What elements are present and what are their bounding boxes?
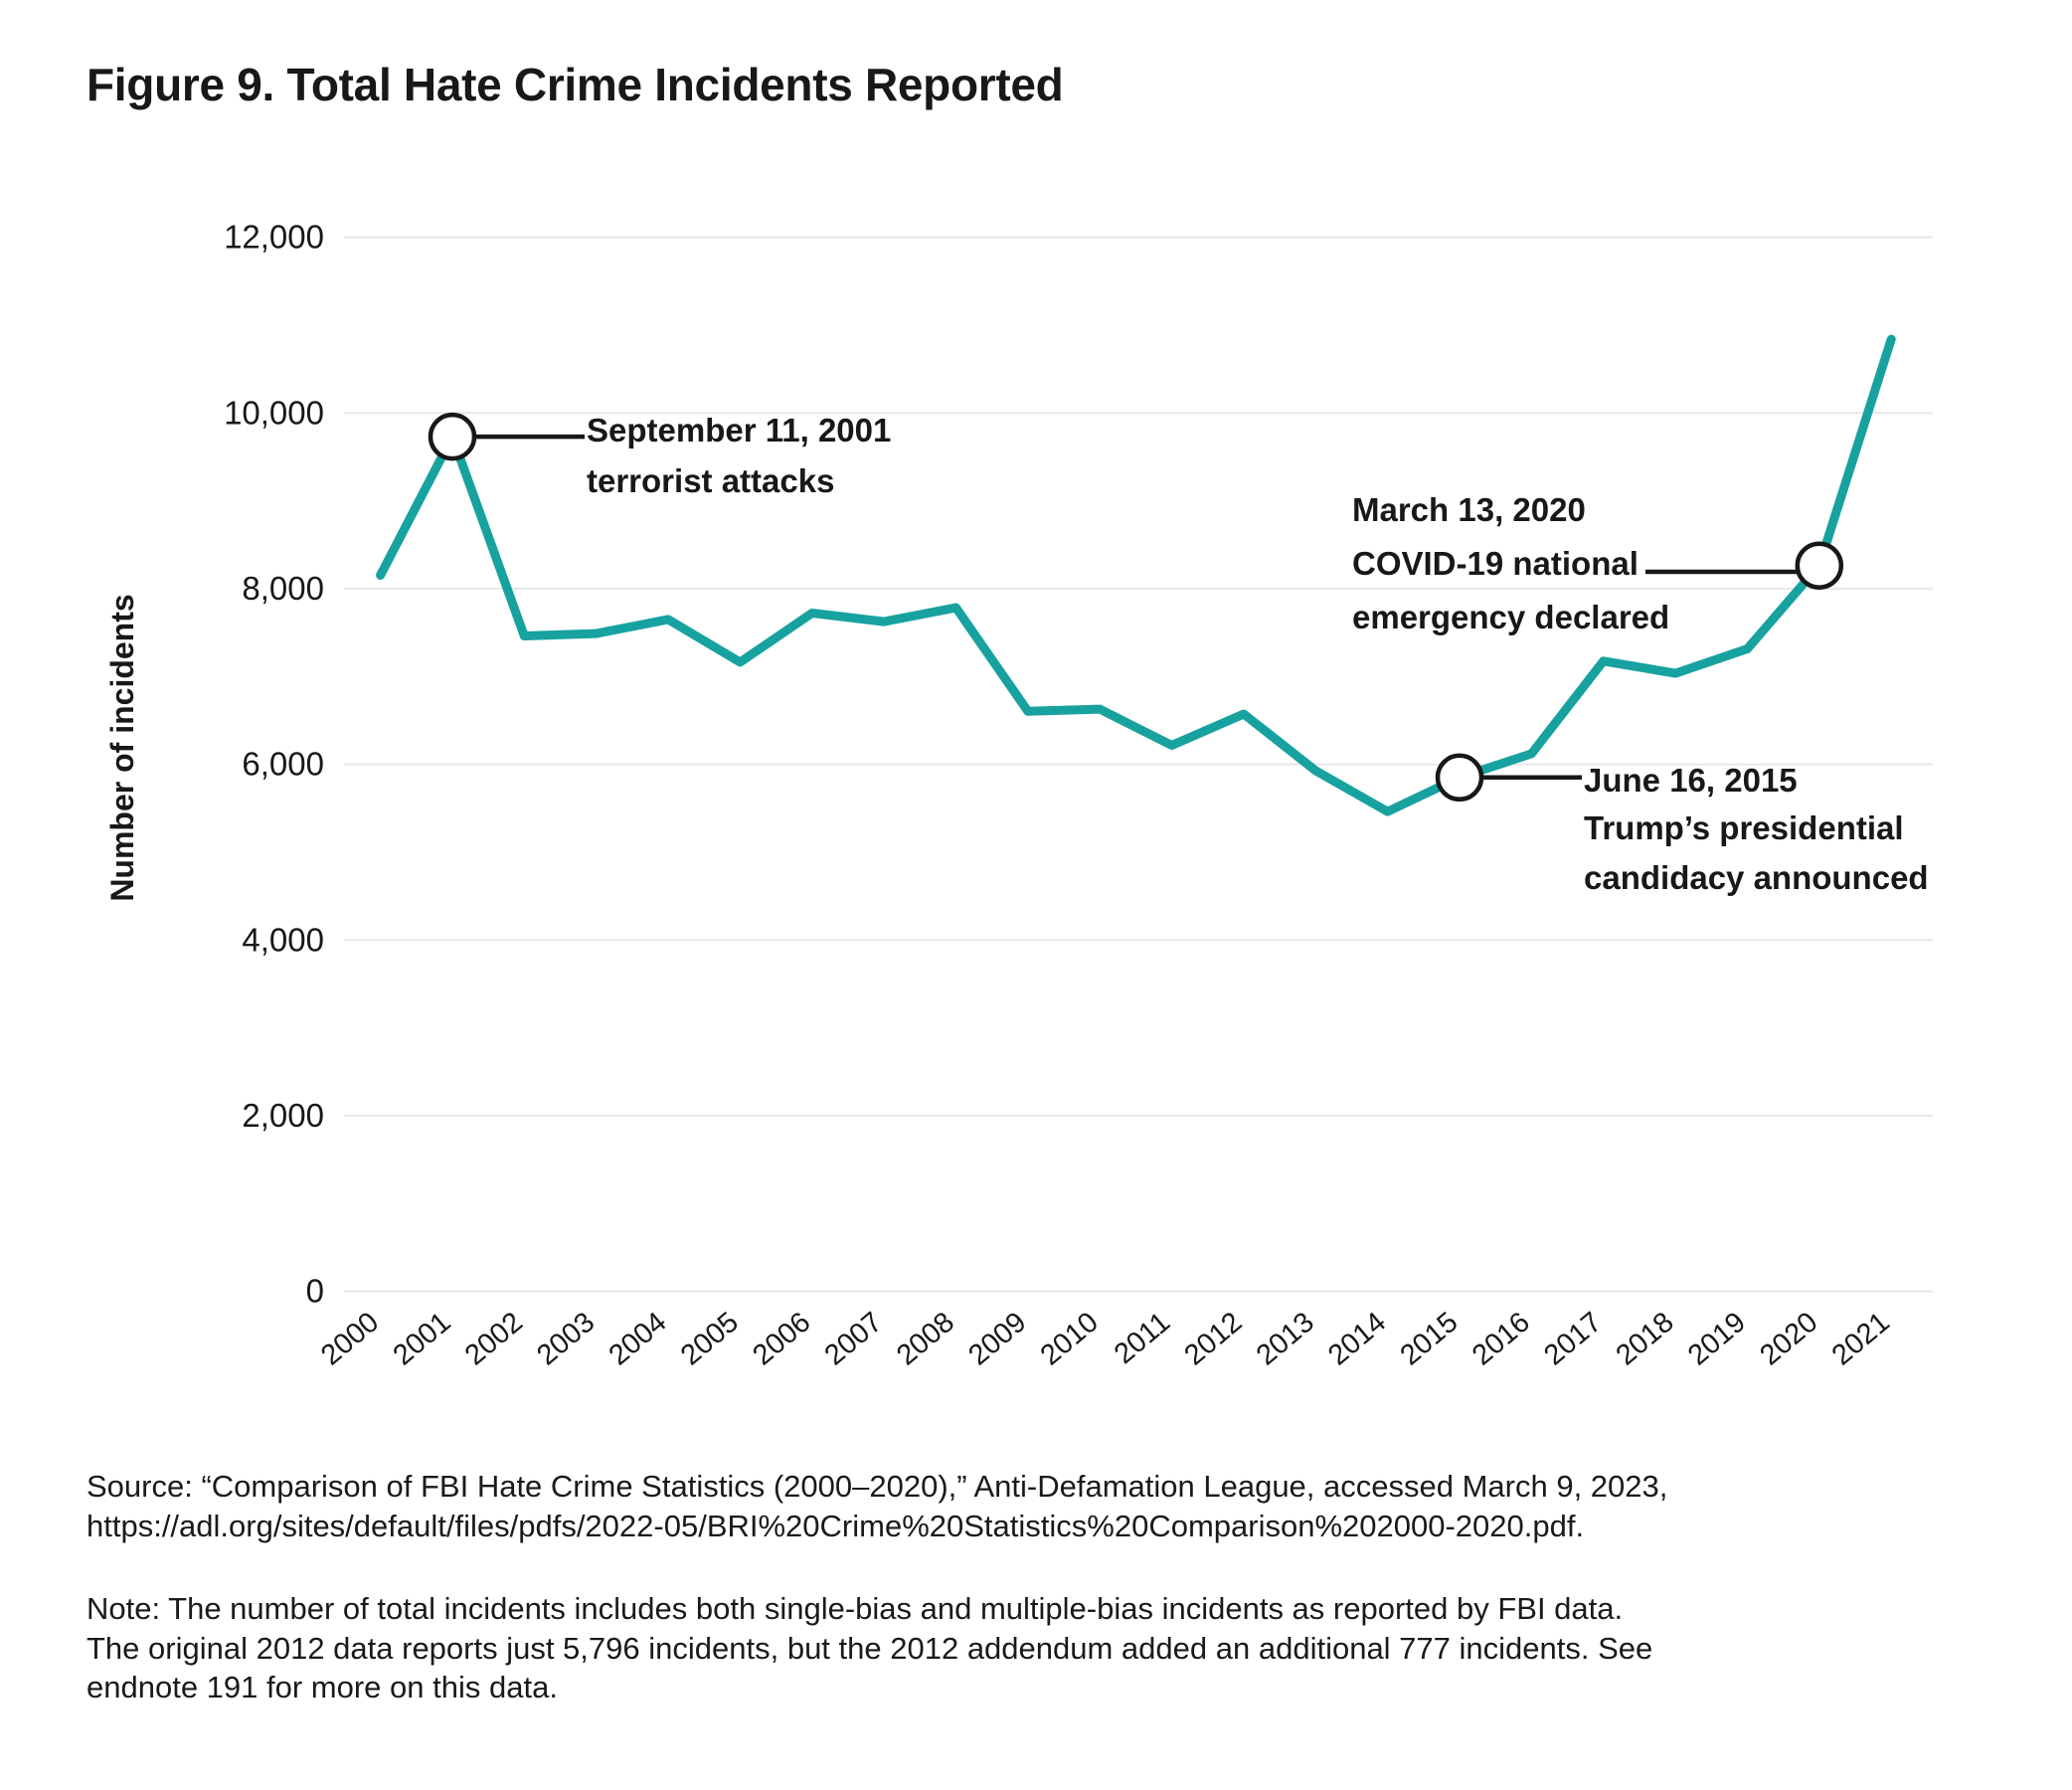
svg-text:Number of incidents: Number of incidents — [104, 594, 140, 901]
svg-text:12,000: 12,000 — [224, 219, 324, 256]
svg-text:2011: 2011 — [1109, 1306, 1176, 1370]
svg-text:2021: 2021 — [1826, 1306, 1896, 1371]
svg-text:2001: 2001 — [388, 1306, 457, 1371]
svg-text:0: 0 — [306, 1273, 324, 1310]
svg-text:2016: 2016 — [1467, 1306, 1536, 1371]
svg-text:2004: 2004 — [604, 1306, 673, 1371]
svg-text:2002: 2002 — [459, 1306, 529, 1371]
svg-text:COVID-19 national: COVID-19 national — [1352, 545, 1639, 582]
svg-text:2010: 2010 — [1035, 1306, 1105, 1371]
svg-text:emergency declared: emergency declared — [1352, 599, 1669, 635]
svg-text:2015: 2015 — [1395, 1306, 1465, 1371]
svg-text:June 16, 2015: June 16, 2015 — [1584, 762, 1798, 799]
svg-text:8,000: 8,000 — [242, 570, 324, 607]
svg-text:candidacy announced: candidacy announced — [1584, 859, 1929, 896]
svg-text:2003: 2003 — [531, 1306, 601, 1371]
svg-text:6,000: 6,000 — [242, 746, 324, 783]
svg-text:2018: 2018 — [1611, 1306, 1680, 1371]
svg-text:Trump’s presidential: Trump’s presidential — [1584, 809, 1904, 846]
svg-text:4,000: 4,000 — [242, 921, 324, 958]
svg-text:2009: 2009 — [962, 1306, 1032, 1371]
svg-text:2017: 2017 — [1538, 1306, 1608, 1371]
svg-text:March 13, 2020: March 13, 2020 — [1352, 491, 1586, 528]
svg-text:terrorist attacks: terrorist attacks — [587, 462, 834, 499]
svg-text:2,000: 2,000 — [242, 1097, 324, 1134]
svg-text:2007: 2007 — [819, 1306, 889, 1371]
svg-text:2014: 2014 — [1322, 1306, 1392, 1371]
svg-text:2020: 2020 — [1754, 1306, 1823, 1371]
svg-text:2008: 2008 — [891, 1306, 960, 1371]
svg-text:2000: 2000 — [315, 1306, 385, 1371]
svg-text:2013: 2013 — [1251, 1306, 1320, 1371]
svg-text:2012: 2012 — [1178, 1306, 1248, 1371]
svg-text:September 11, 2001: September 11, 2001 — [587, 412, 891, 448]
svg-text:2005: 2005 — [675, 1306, 745, 1371]
svg-text:2006: 2006 — [747, 1306, 816, 1371]
svg-text:10,000: 10,000 — [224, 394, 324, 431]
svg-text:2019: 2019 — [1682, 1306, 1752, 1371]
